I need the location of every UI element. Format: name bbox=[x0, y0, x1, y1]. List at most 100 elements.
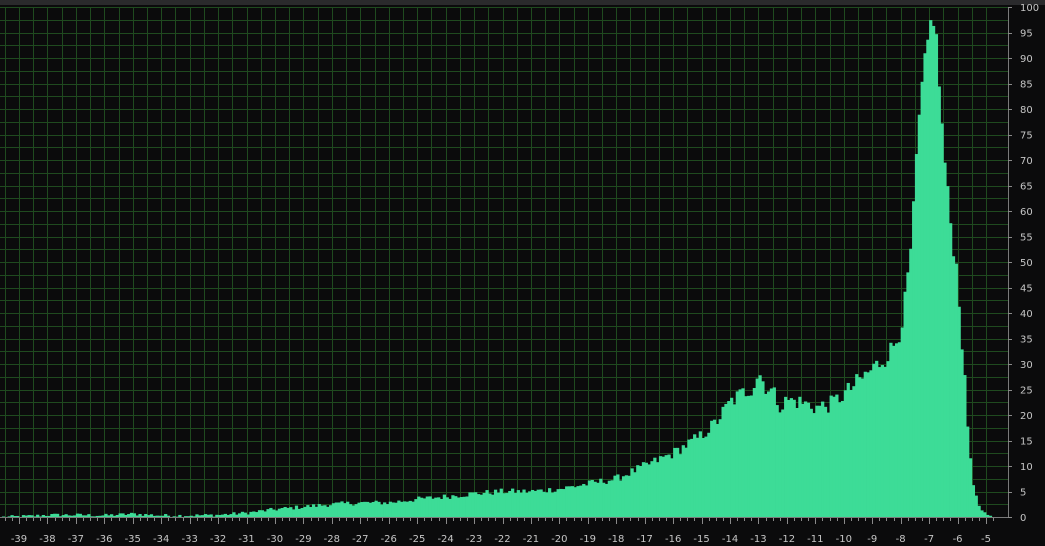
histogram-bar bbox=[826, 412, 830, 517]
y-tick-label: 50 bbox=[1020, 258, 1033, 269]
histogram-bar bbox=[840, 400, 845, 517]
histogram-bar bbox=[869, 370, 873, 517]
x-tick-label: -15 bbox=[693, 534, 709, 545]
histogram-bar bbox=[986, 514, 990, 517]
histogram-bar bbox=[13, 516, 17, 517]
histogram-bar bbox=[127, 514, 131, 517]
histogram-bar bbox=[690, 438, 694, 517]
histogram-bar bbox=[781, 409, 785, 517]
histogram-bar bbox=[240, 511, 245, 517]
histogram-bar bbox=[476, 494, 481, 517]
histogram-bar bbox=[215, 514, 219, 517]
histogram-bar bbox=[303, 506, 307, 517]
histogram-bar bbox=[712, 419, 717, 517]
histogram-bar bbox=[257, 510, 262, 517]
histogram-bar bbox=[710, 420, 714, 517]
histogram-bar bbox=[92, 516, 97, 517]
histogram-bar bbox=[516, 490, 520, 517]
histogram-bar bbox=[363, 501, 367, 517]
histogram-bar bbox=[863, 371, 867, 517]
histogram-bar bbox=[417, 496, 421, 517]
histogram-bar bbox=[559, 488, 563, 517]
histogram-bar bbox=[323, 505, 327, 517]
histogram-bar bbox=[744, 396, 748, 517]
x-tick-label: -14 bbox=[722, 534, 738, 545]
x-tick-label: -29 bbox=[295, 534, 311, 545]
x-tick-label: -9 bbox=[867, 534, 877, 545]
histogram-bar bbox=[146, 515, 151, 517]
histogram-bar bbox=[798, 396, 802, 517]
histogram-bar bbox=[138, 514, 142, 517]
histogram-bar bbox=[7, 516, 11, 517]
histogram-bar bbox=[747, 395, 751, 517]
y-tick-label: 15 bbox=[1020, 437, 1033, 448]
histogram-bar bbox=[980, 510, 984, 517]
histogram-bar bbox=[439, 498, 444, 517]
histogram-bar bbox=[681, 445, 685, 517]
histogram-bar bbox=[368, 502, 373, 517]
histogram-bar bbox=[926, 39, 930, 518]
histogram-bar bbox=[937, 86, 941, 517]
histogram-bar bbox=[812, 413, 816, 517]
y-tick-label: 60 bbox=[1020, 207, 1033, 218]
histogram-bar bbox=[525, 492, 529, 517]
x-tick-label: -22 bbox=[494, 534, 510, 545]
histogram-bar bbox=[209, 514, 213, 517]
histogram-bar bbox=[656, 462, 660, 517]
x-tick-label: -24 bbox=[437, 534, 453, 545]
histogram-bar bbox=[53, 513, 57, 517]
histogram-bar bbox=[485, 490, 489, 517]
histogram-bar bbox=[385, 504, 390, 517]
histogram-bar bbox=[767, 391, 771, 517]
x-tick-label: -11 bbox=[807, 534, 823, 545]
histogram-bar bbox=[653, 457, 657, 517]
histogram-bar bbox=[383, 502, 387, 517]
histogram-bar bbox=[866, 372, 870, 517]
x-ticks bbox=[5, 518, 994, 524]
x-tick-label: -19 bbox=[580, 534, 596, 545]
histogram-bar bbox=[849, 389, 853, 517]
histogram-bar bbox=[880, 365, 885, 517]
histogram-bar bbox=[468, 492, 472, 517]
histogram-bar bbox=[664, 455, 668, 517]
y-tick-label: 45 bbox=[1020, 284, 1033, 295]
x-tick-label: -37 bbox=[68, 534, 84, 545]
histogram-bar bbox=[84, 515, 88, 517]
histogram-bar bbox=[434, 497, 438, 517]
histogram-bar bbox=[246, 514, 250, 517]
histogram-bar bbox=[377, 501, 381, 517]
histogram-bar bbox=[195, 514, 199, 517]
histogram-bar bbox=[482, 493, 486, 517]
histogram-bar bbox=[1, 516, 6, 517]
histogram-bar bbox=[775, 405, 779, 517]
histogram-bar bbox=[411, 501, 415, 517]
histogram-bar bbox=[889, 342, 893, 517]
histogram-bar bbox=[155, 515, 159, 517]
histogram-bar bbox=[292, 509, 296, 517]
y-tick-label: 100 bbox=[1020, 3, 1039, 14]
histogram-bar bbox=[715, 423, 720, 517]
histogram-bar bbox=[894, 343, 899, 517]
histogram-bar bbox=[360, 502, 364, 517]
histogram-bar bbox=[815, 405, 819, 517]
histogram-bar bbox=[306, 505, 310, 517]
histogram-bar bbox=[166, 515, 171, 517]
histogram-bar bbox=[172, 516, 176, 517]
histogram-bar bbox=[860, 378, 865, 517]
histogram-bar bbox=[650, 461, 654, 517]
window-top-border bbox=[0, 0, 1045, 5]
histogram-bar bbox=[394, 502, 398, 517]
histogram-bar bbox=[496, 492, 501, 517]
histogram-bar bbox=[917, 114, 921, 517]
histogram-bar bbox=[400, 501, 404, 517]
histogram-bar bbox=[838, 402, 842, 517]
histogram-bar bbox=[183, 516, 188, 517]
histogram-bar bbox=[511, 488, 515, 517]
histogram-bar bbox=[678, 454, 683, 517]
x-tick-label: -12 bbox=[779, 534, 795, 545]
histogram-bar bbox=[573, 487, 577, 517]
histogram-bar bbox=[590, 480, 594, 517]
histogram-bar bbox=[949, 223, 953, 517]
histogram-bar bbox=[636, 465, 640, 517]
